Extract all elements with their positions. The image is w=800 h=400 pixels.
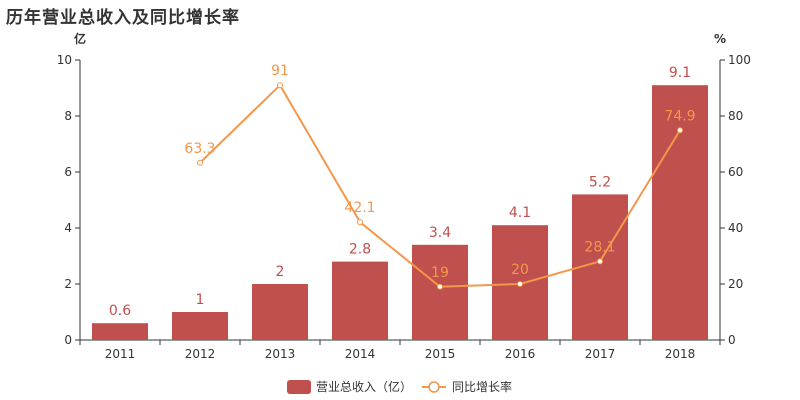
revenue-value-label: 2 — [276, 264, 285, 280]
left-tick-label: 10 — [57, 53, 72, 67]
growth-value-label: 19 — [431, 265, 449, 281]
revenue-bar — [332, 261, 388, 340]
growth-point — [277, 82, 283, 89]
x-tick-label: 2016 — [505, 347, 536, 361]
growth-value-label: 28.1 — [584, 239, 615, 255]
growth-value-label: 91 — [271, 63, 289, 79]
legend-revenue-swatch[interactable] — [287, 380, 311, 394]
right-tick-label: 0 — [728, 333, 736, 347]
value-labels: 0.6 1 2 2.8 3.4 4.1 5.2 9.1 63.3 91 42.1 19 20 28.1 74… — [109, 63, 696, 319]
revenue-value-label: 9.1 — [669, 65, 691, 81]
revenue-bar — [252, 284, 308, 340]
revenue-bar — [412, 244, 468, 340]
right-tick-label: 40 — [728, 221, 743, 235]
growth-value-label: 42.1 — [344, 200, 375, 216]
revenue-value-label: 3.4 — [429, 225, 451, 241]
growth-line — [197, 82, 683, 290]
right-axis-unit: % — [714, 32, 726, 46]
right-tick-label: 100 — [728, 53, 751, 67]
x-tick-label: 2013 — [265, 347, 296, 361]
x-tick-label: 2011 — [105, 347, 136, 361]
left-tick-label: 0 — [64, 333, 72, 347]
legend[interactable]: 营业总收入（亿） 同比增长率 — [287, 379, 512, 394]
x-tick-label: 2017 — [585, 347, 616, 361]
revenue-bar — [92, 323, 148, 340]
growth-value-label: 74.9 — [664, 108, 695, 124]
x-tick-label: 2015 — [425, 347, 456, 361]
growth-point — [437, 283, 443, 290]
growth-point — [597, 258, 603, 265]
revenue-value-label: 5.2 — [589, 174, 611, 190]
legend-revenue-label[interactable]: 营业总收入（亿） — [316, 379, 412, 394]
left-tick-label: 8 — [64, 109, 72, 123]
legend-growth-marker[interactable] — [428, 381, 440, 393]
revenue-value-label: 1 — [196, 292, 205, 308]
left-tick-label: 2 — [64, 277, 72, 291]
x-tick-label: 2012 — [185, 347, 216, 361]
growth-point — [357, 219, 363, 226]
left-axis-unit: 亿 — [74, 31, 86, 46]
left-tick-label: 6 — [64, 165, 72, 179]
left-tick-label: 4 — [64, 221, 72, 235]
chart-title: 历年营业总收入及同比增长率 — [6, 8, 240, 28]
right-tick-label: 80 — [728, 109, 743, 123]
growth-value-label: 20 — [511, 262, 529, 278]
legend-growth-label[interactable]: 同比增长率 — [452, 379, 512, 394]
x-tick-label: 2014 — [345, 347, 376, 361]
growth-point — [517, 281, 523, 287]
bars — [92, 85, 708, 340]
revenue-value-label: 4.1 — [509, 205, 531, 221]
growth-point — [677, 127, 683, 134]
revenue-bar — [172, 312, 228, 340]
growth-point — [197, 159, 203, 166]
x-tick-label: 2018 — [665, 347, 696, 361]
revenue-value-label: 0.6 — [109, 303, 131, 319]
right-tick-label: 20 — [728, 277, 743, 291]
right-tick-label: 60 — [728, 165, 743, 179]
growth-value-label: 63.3 — [184, 141, 215, 157]
revenue-value-label: 2.8 — [349, 242, 371, 258]
